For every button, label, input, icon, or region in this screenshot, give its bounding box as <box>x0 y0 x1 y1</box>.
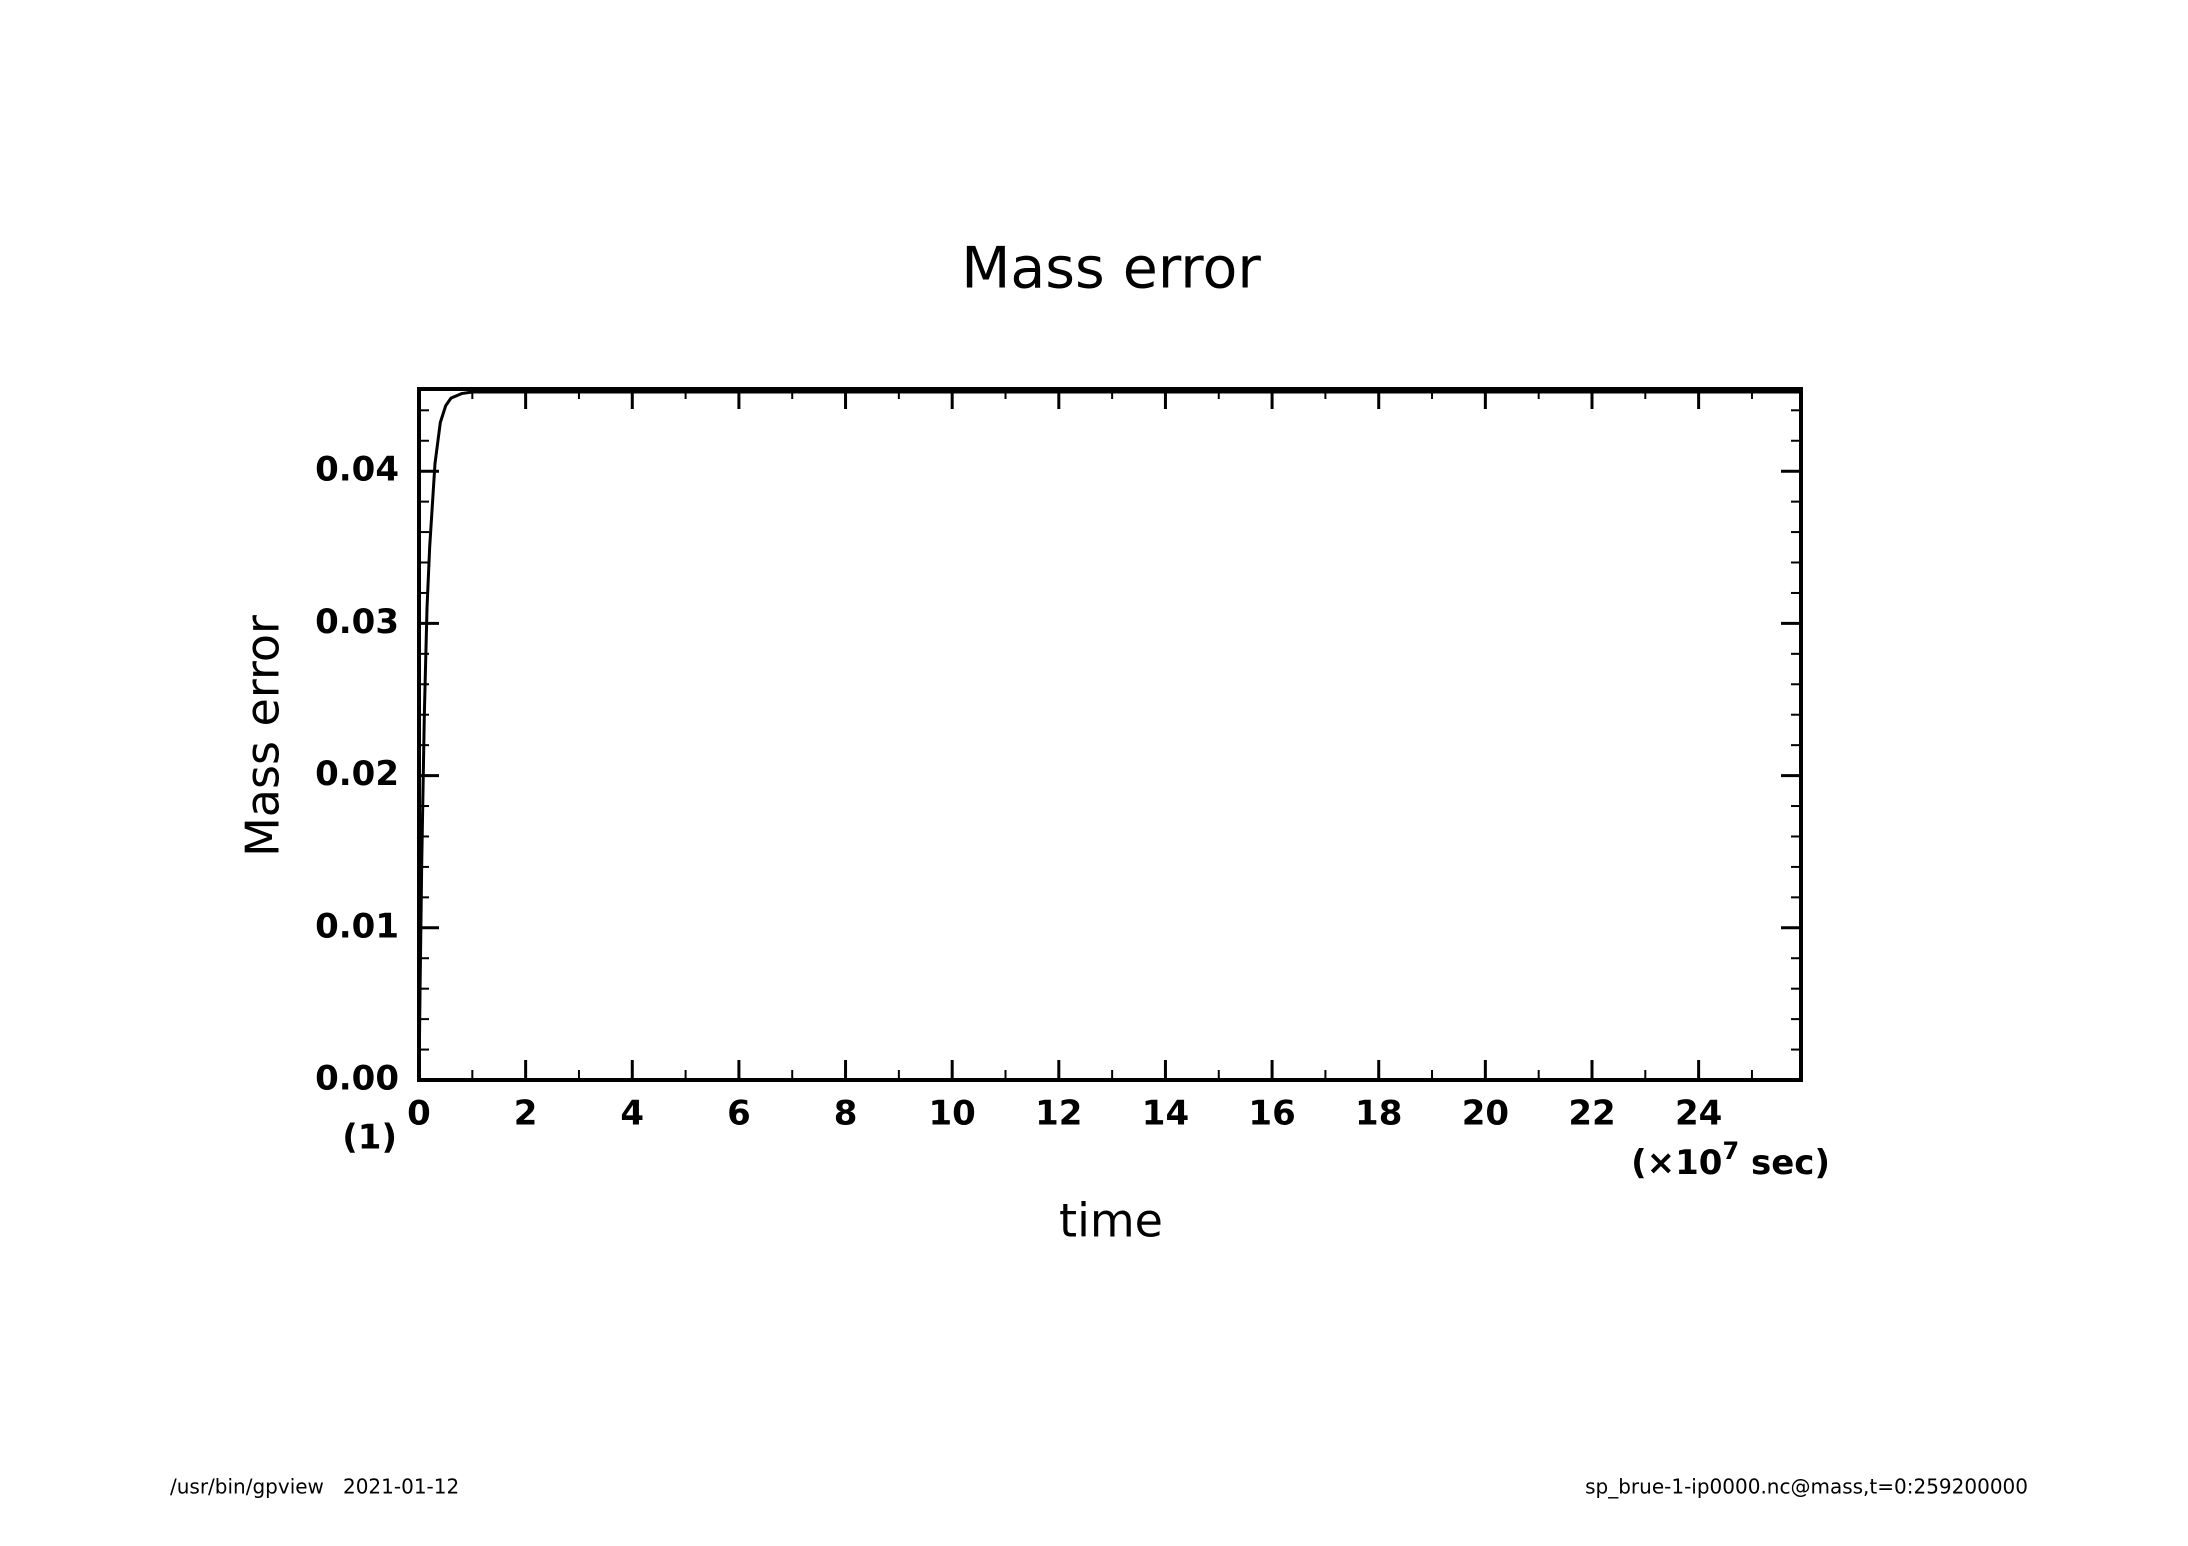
data-line <box>417 390 1801 1081</box>
x-axis-label: time <box>1059 1194 1163 1248</box>
y-tick-label: 0.02 <box>315 754 399 794</box>
x-tick-label: 4 <box>620 1094 644 1134</box>
x-tick-label: 12 <box>1035 1094 1082 1134</box>
footer-left: /usr/bin/gpview 2021-01-12 <box>170 1475 459 1499</box>
x-tick-label: 2 <box>514 1094 538 1134</box>
x-unit-exponent: 7 <box>1722 1137 1739 1165</box>
x-tick-label: 20 <box>1462 1094 1509 1134</box>
x-tick-label: 16 <box>1248 1094 1295 1134</box>
chart-title: Mass error <box>961 236 1261 302</box>
y-tick-label: 0.04 <box>315 450 399 490</box>
x-tick-label: 10 <box>929 1094 976 1134</box>
plot-frame <box>417 387 1803 1082</box>
x-tick-label: 24 <box>1675 1094 1722 1134</box>
x-tick-label: 6 <box>727 1094 751 1134</box>
x-unit: (×107 sec) <box>1631 1137 1830 1183</box>
x-tick-label: 22 <box>1568 1094 1615 1134</box>
y-tick-label: 0.01 <box>315 906 399 946</box>
y-unit: (1) <box>342 1118 397 1158</box>
x-tick-label: 0 <box>407 1094 431 1134</box>
x-tick-label: 8 <box>834 1094 858 1134</box>
x-tick-label: 18 <box>1355 1094 1402 1134</box>
y-tick-label: 0.00 <box>315 1059 399 1099</box>
footer-right: sp_brue-1-ip0000.nc@mass,t=0:259200000 <box>1585 1475 2028 1499</box>
x-unit-suffix: sec) <box>1739 1143 1830 1183</box>
y-axis-label: Mass error <box>236 615 290 857</box>
x-tick-label: 14 <box>1142 1094 1189 1134</box>
x-unit-prefix: (×10 <box>1631 1143 1722 1183</box>
y-tick-label: 0.03 <box>315 602 399 642</box>
